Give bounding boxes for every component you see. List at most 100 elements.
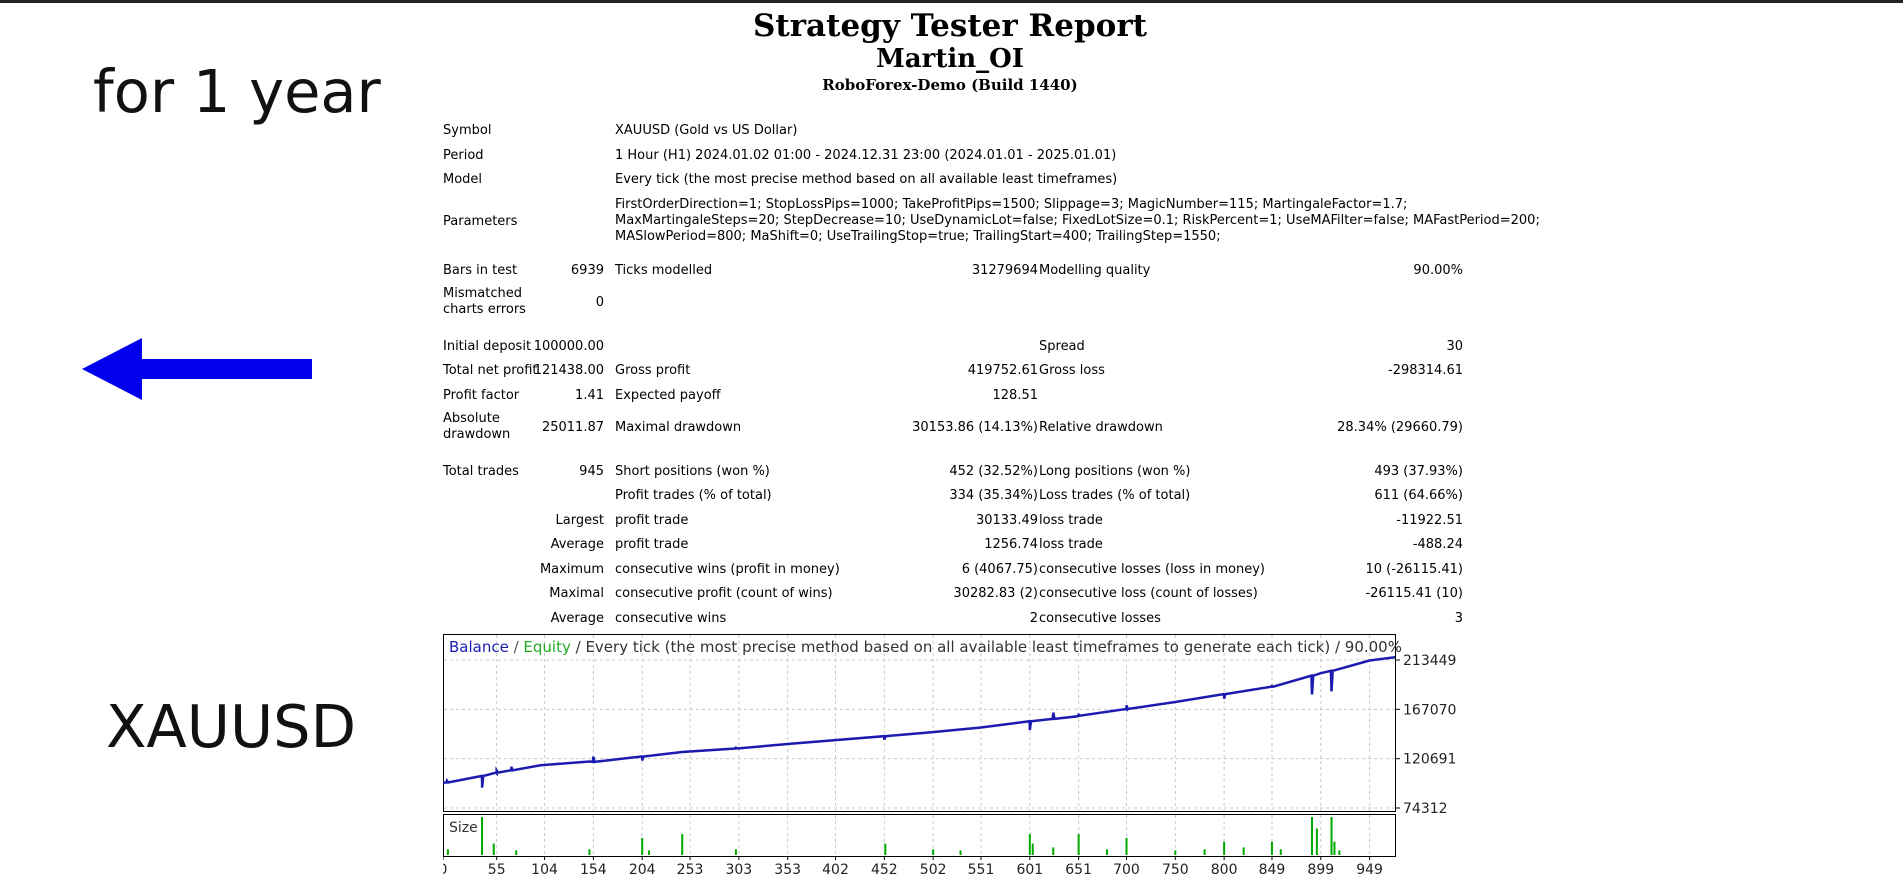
mismatch-label: Mismatched [443,286,522,301]
x-tick-label: 204 [629,862,656,878]
report-title: Strategy Tester Report [753,8,1147,44]
net-profit-label: Total net profit [443,363,538,378]
expected-payoff-value: 128.51 [992,388,1039,403]
y-axis-ticks: 213449 167070 120691 74312 [1395,653,1456,817]
x-tick-label: 104 [531,862,558,878]
maximal-loss-label: consecutive loss (count of losses) [1039,586,1258,601]
model-label: Model [443,172,483,187]
row-maximal: Maximal consecutive profit (count of win… [438,585,1463,602]
maximal-label: Maximal [549,586,604,601]
gross-profit-value: 419752.61 [967,363,1038,378]
rel-dd-value: 28.34% (29660.79) [1337,420,1463,435]
x-tick-label: 303 [725,862,752,878]
short-value: 452 (32.52%) [949,464,1038,479]
average-cons-label: Average [550,611,604,626]
parameters-line: FirstOrderDirection=1; StopLossPips=1000… [615,197,1408,212]
expert-name: Martin_OI [876,44,1024,74]
largest-loss-label: loss trade [1039,513,1103,528]
profit-factor-label: Profit factor [443,388,520,403]
row-profit-factor: Profit factor 1.41 Expected payoff 128.5… [438,387,1463,404]
gross-profit-label: Gross profit [615,363,691,378]
gross-loss-value: -298314.61 [1388,363,1463,378]
row-profit-trades: Profit trades (% of total) 334 (35.34%) … [438,487,1463,504]
caption-separator: / [509,638,524,656]
abs-dd-value: 25011.87 [541,420,604,435]
row-parameters-1: FirstOrderDirection=1; StopLossPips=1000… [438,197,1463,214]
average-loss-label: loss trade [1039,537,1103,552]
total-trades-label: Total trades [443,464,519,479]
x-axis-ticks: 0 55 104 154 204 253 303 353 402 452 502 551 601 651 7… [439,856,1383,878]
period-annotation: for 1 year [93,57,381,126]
y-tick-label: 213449 [1403,653,1456,669]
row-drawdown: 25011.87 Maximal drawdown 30153.86 (14.1… [438,419,1463,436]
size-spikes [446,817,1341,855]
row-abs-dd-1: Absolute [438,411,1463,428]
average-loss-value: -488.24 [1412,537,1463,552]
bars-value: 6939 [570,263,604,278]
spread-value: 30 [1446,339,1463,354]
max-cons-losses-value: 10 (-26115.41) [1365,562,1463,577]
row-maximum: Maximum consecutive wins (profit in mone… [438,561,1463,578]
x-tick-label: 154 [580,862,607,878]
x-tick-label: 502 [920,862,947,878]
max-cons-wins-value: 6 (4067.75) [961,562,1038,577]
max-dd-value: 30153.86 (14.13%) [912,420,1038,435]
avg-cons-wins-label: consecutive wins [615,611,727,626]
balance-chart: Balance / Equity / Every tick (the most … [439,634,1463,882]
x-tick-label: 899 [1307,862,1334,878]
row-mismatch-2: charts errors [438,302,1463,319]
largest-label: Largest [555,513,604,528]
row-mismatch-value: 0 [438,294,1463,311]
maximal-profit-value: 30282.83 (2) [953,586,1038,601]
caption-balance: Balance [449,638,509,656]
size-label: Size [449,820,478,836]
bars-label: Bars in test [443,263,518,278]
parameters-label: Parameters [443,214,518,229]
row-period: Period 1 Hour (H1) 2024.01.02 01:00 - 20… [438,147,1463,164]
short-label: Short positions (won %) [615,464,770,479]
row-deposit: Initial deposit 100000.00 Spread 30 [438,338,1463,355]
average-profit-label: profit trade [615,537,689,552]
long-value: 493 (37.93%) [1374,464,1463,479]
average-profit-value: 1256.74 [984,537,1038,552]
x-tick-label: 949 [1356,862,1383,878]
x-tick-label: 253 [677,862,704,878]
chart-caption: Balance / Equity / Every tick (the most … [449,638,1402,656]
expected-payoff-label: Expected payoff [615,388,721,403]
avg-cons-losses-value: 3 [1454,611,1463,626]
largest-profit-label: profit trade [615,513,689,528]
loss-trades-label: Loss trades (% of total) [1039,488,1191,503]
x-tick-label: 651 [1065,862,1092,878]
row-largest: Largest profit trade 30133.49 loss trade… [438,512,1463,529]
symbol-value: XAUUSD (Gold vs US Dollar) [615,123,798,138]
y-tick-label: 74312 [1403,801,1448,817]
gross-loss-label: Gross loss [1039,363,1105,378]
x-tick-label: 452 [871,862,898,878]
x-tick-label: 800 [1211,862,1238,878]
row-net-profit: Total net profit 121438.00 Gross profit … [438,362,1463,379]
avg-cons-wins-value: 2 [1029,611,1038,626]
long-label: Long positions (won %) [1039,464,1191,479]
size-plot-frame [443,814,1396,857]
row-parameters: Parameters [438,213,1463,230]
row-model: Model Every tick (the most precise metho… [438,171,1463,188]
caption-model: / Every tick (the most precise method ba… [571,638,1402,656]
top-border-line [0,0,1903,3]
x-tick-label: 353 [774,862,801,878]
x-tick-label: 551 [968,862,995,878]
largest-profit-value: 30133.49 [975,513,1038,528]
server-build: RoboForex-Demo (Build 1440) [822,76,1078,94]
ticks-label: Ticks modelled [615,263,713,278]
rel-dd-label: Relative drawdown [1039,420,1163,435]
row-average: Average profit trade 1256.74 loss trade … [438,536,1463,553]
row-total-trades: Total trades 945 Short positions (won %)… [438,463,1463,480]
quality-value: 90.00% [1413,263,1463,278]
row-mismatch-1: Mismatched [438,286,1463,303]
mismatch-value: 0 [595,295,604,310]
parameters-line: MaxMartingaleSteps=20; StepDecrease=10; … [615,213,1540,228]
period-label: Period [443,148,484,163]
y-tick-label: 167070 [1403,702,1456,718]
symbol-annotation: XAUUSD [106,692,357,761]
loss-trades-value: 611 (64.66%) [1374,488,1463,503]
caption-equity: Equity [523,638,571,656]
